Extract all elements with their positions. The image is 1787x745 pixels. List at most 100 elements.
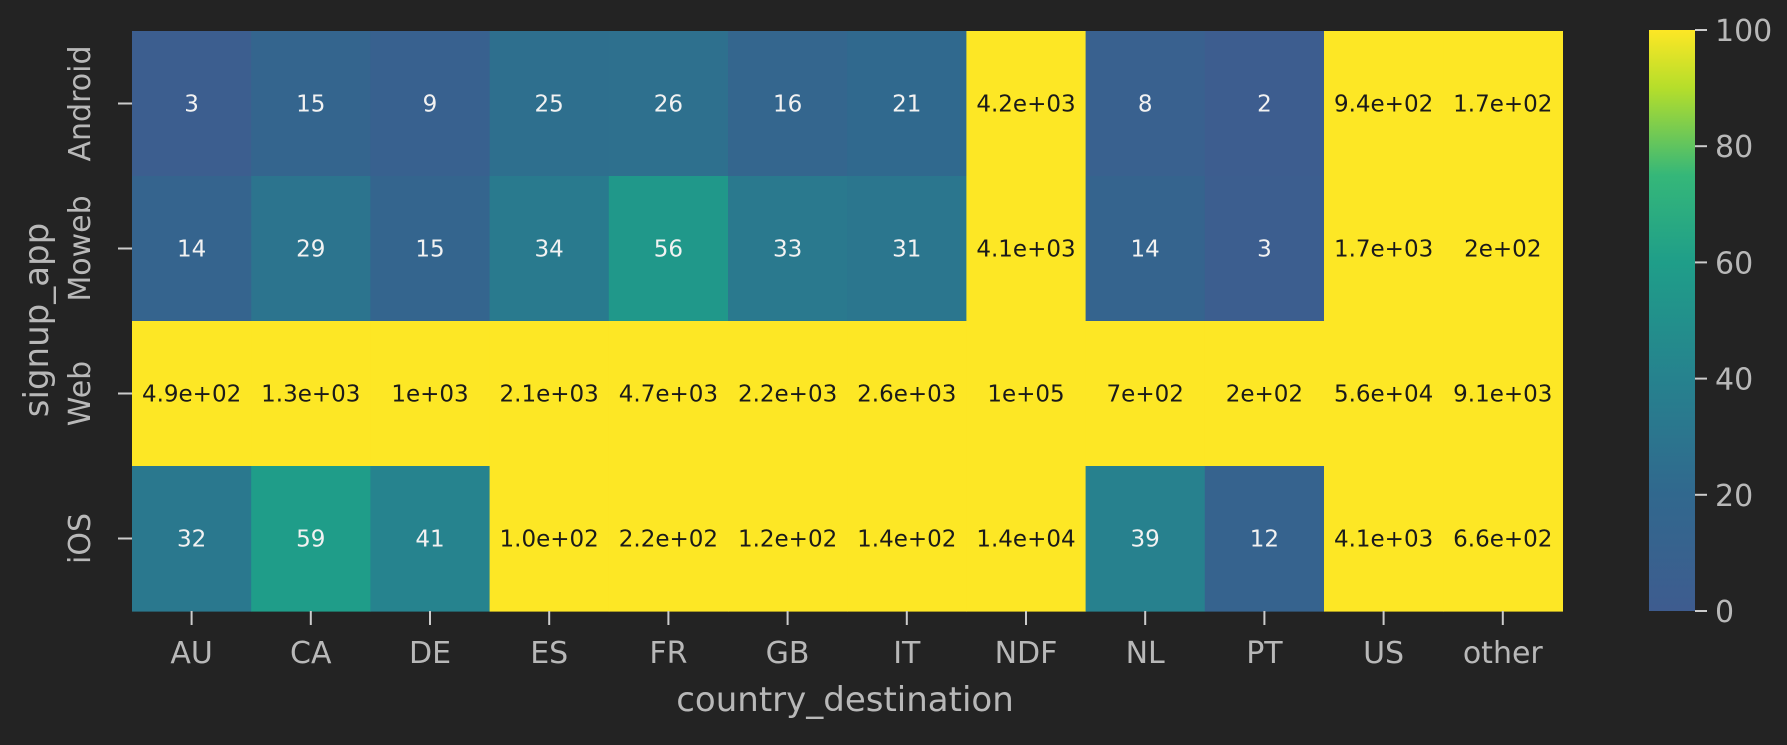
heatmap-cell xyxy=(1443,321,1563,467)
cell-annotation: 56 xyxy=(654,237,683,263)
x-tick-label: IT xyxy=(893,636,921,671)
cell-annotation: 4.7e+03 xyxy=(619,382,718,408)
cell-annotation: 7e+02 xyxy=(1107,382,1184,408)
colorbar xyxy=(1649,30,1695,611)
heatmap-cell xyxy=(608,321,729,467)
heatmap-cell xyxy=(489,466,610,612)
heatmap-cell xyxy=(728,176,848,322)
heatmap-cell xyxy=(608,466,729,612)
x-tick-label: ES xyxy=(530,636,568,671)
y-tick-label: Android xyxy=(63,46,98,162)
x-tick-label: NDF xyxy=(995,636,1058,671)
heatmap-cell xyxy=(966,31,1087,177)
heatmap-cell xyxy=(1443,466,1563,612)
heatmap-cell xyxy=(370,321,491,467)
heatmap-cell xyxy=(728,466,848,612)
cell-annotation: 15 xyxy=(415,237,444,263)
cell-annotation: 16 xyxy=(773,92,802,118)
heatmap-cell xyxy=(728,31,848,177)
cell-annotation: 25 xyxy=(535,92,564,118)
x-tick-label: other xyxy=(1463,636,1544,671)
heatmap-cell xyxy=(132,466,252,612)
heatmap-cell xyxy=(847,466,967,612)
cell-annotation: 2.6e+03 xyxy=(857,382,956,408)
heatmap-cell xyxy=(966,466,1087,612)
cell-annotation: 8 xyxy=(1138,92,1153,118)
cell-annotation: 21 xyxy=(892,92,921,118)
cell-annotation: 9.1e+03 xyxy=(1453,382,1552,408)
cell-annotation: 14 xyxy=(177,237,206,263)
colorbar-tick-label: 20 xyxy=(1715,479,1753,514)
heatmap-cell xyxy=(966,176,1087,322)
cell-annotation: 32 xyxy=(177,527,206,553)
x-tick-label: FR xyxy=(649,636,687,671)
heatmap-cell xyxy=(132,321,252,467)
cell-annotation: 1.4e+04 xyxy=(976,527,1075,553)
heatmap-cell xyxy=(728,321,848,467)
heatmap-cell xyxy=(608,31,729,177)
y-axis-ticks: Android Moweb Web iOS xyxy=(63,46,132,564)
x-axis-ticks: AU CA DE ES FR GB IT NDF NL PT US other xyxy=(170,611,1543,671)
cell-annotation: 2e+02 xyxy=(1464,237,1541,263)
cell-annotation: 4.9e+02 xyxy=(142,382,241,408)
x-axis-label: country_destination xyxy=(676,680,1014,720)
cell-annotation: 1.7e+02 xyxy=(1453,92,1552,118)
heatmap-cell xyxy=(370,466,491,612)
cell-annotation: 6.6e+02 xyxy=(1453,527,1552,553)
cell-annotation: 4.2e+03 xyxy=(976,92,1075,118)
cell-annotation: 2.2e+02 xyxy=(619,527,718,553)
heatmap-cell xyxy=(370,176,491,322)
heatmap-cell xyxy=(1085,321,1206,467)
heatmap-cell xyxy=(489,176,610,322)
heatmap-cell xyxy=(489,31,610,177)
heatmap-cell xyxy=(370,31,491,177)
colorbar-tick-label: 40 xyxy=(1715,363,1753,398)
heatmap-cell xyxy=(608,176,729,322)
colorbar-tick-label: 60 xyxy=(1715,246,1753,281)
heatmap-cell xyxy=(251,176,371,322)
cell-annotation: 2.1e+03 xyxy=(500,382,599,408)
heatmap-cell xyxy=(1204,466,1325,612)
cell-annotation: 9.4e+02 xyxy=(1334,92,1433,118)
heatmap-cell xyxy=(1324,176,1444,322)
x-tick-label: GB xyxy=(766,636,810,671)
heatmap-cell xyxy=(1085,466,1206,612)
heatmap-cell xyxy=(1204,176,1325,322)
cell-annotation: 33 xyxy=(773,237,802,263)
cell-annotation: 2e+02 xyxy=(1226,382,1303,408)
cell-annotation: 9 xyxy=(423,92,438,118)
heatmap-cell xyxy=(1324,321,1444,467)
cell-annotation: 29 xyxy=(296,237,325,263)
cell-annotation: 2.2e+03 xyxy=(738,382,837,408)
cell-annotation: 3 xyxy=(184,92,199,118)
heatmap-cell xyxy=(1204,321,1325,467)
colorbar-tick-label: 80 xyxy=(1715,130,1753,165)
x-tick-label: NL xyxy=(1126,636,1165,671)
cell-annotation: 15 xyxy=(296,92,325,118)
cell-annotation: 1.0e+02 xyxy=(500,527,599,553)
cell-annotation: 41 xyxy=(415,527,444,553)
cell-annotation: 2 xyxy=(1257,92,1272,118)
cell-annotation: 34 xyxy=(535,237,564,263)
x-tick-label: AU xyxy=(170,636,212,671)
x-tick-label: US xyxy=(1363,636,1404,671)
heatmap-cell xyxy=(847,31,967,177)
heatmap-cell xyxy=(132,31,252,177)
cell-annotation: 1.7e+03 xyxy=(1334,237,1433,263)
colorbar-tick-label: 100 xyxy=(1715,14,1772,49)
y-tick-label: iOS xyxy=(63,513,98,564)
cell-annotation: 39 xyxy=(1131,527,1160,553)
heatmap-cell xyxy=(1324,466,1444,612)
heatmap-cell xyxy=(251,31,371,177)
x-tick-label: PT xyxy=(1246,636,1283,671)
heatmap-cell xyxy=(847,176,967,322)
cell-annotation: 12 xyxy=(1250,527,1279,553)
heatmap-cell xyxy=(1085,176,1206,322)
x-tick-label: CA xyxy=(290,636,332,671)
cell-annotation: 14 xyxy=(1131,237,1160,263)
y-axis-label: signup_app xyxy=(17,223,57,417)
cell-annotation: 5.6e+04 xyxy=(1334,382,1433,408)
